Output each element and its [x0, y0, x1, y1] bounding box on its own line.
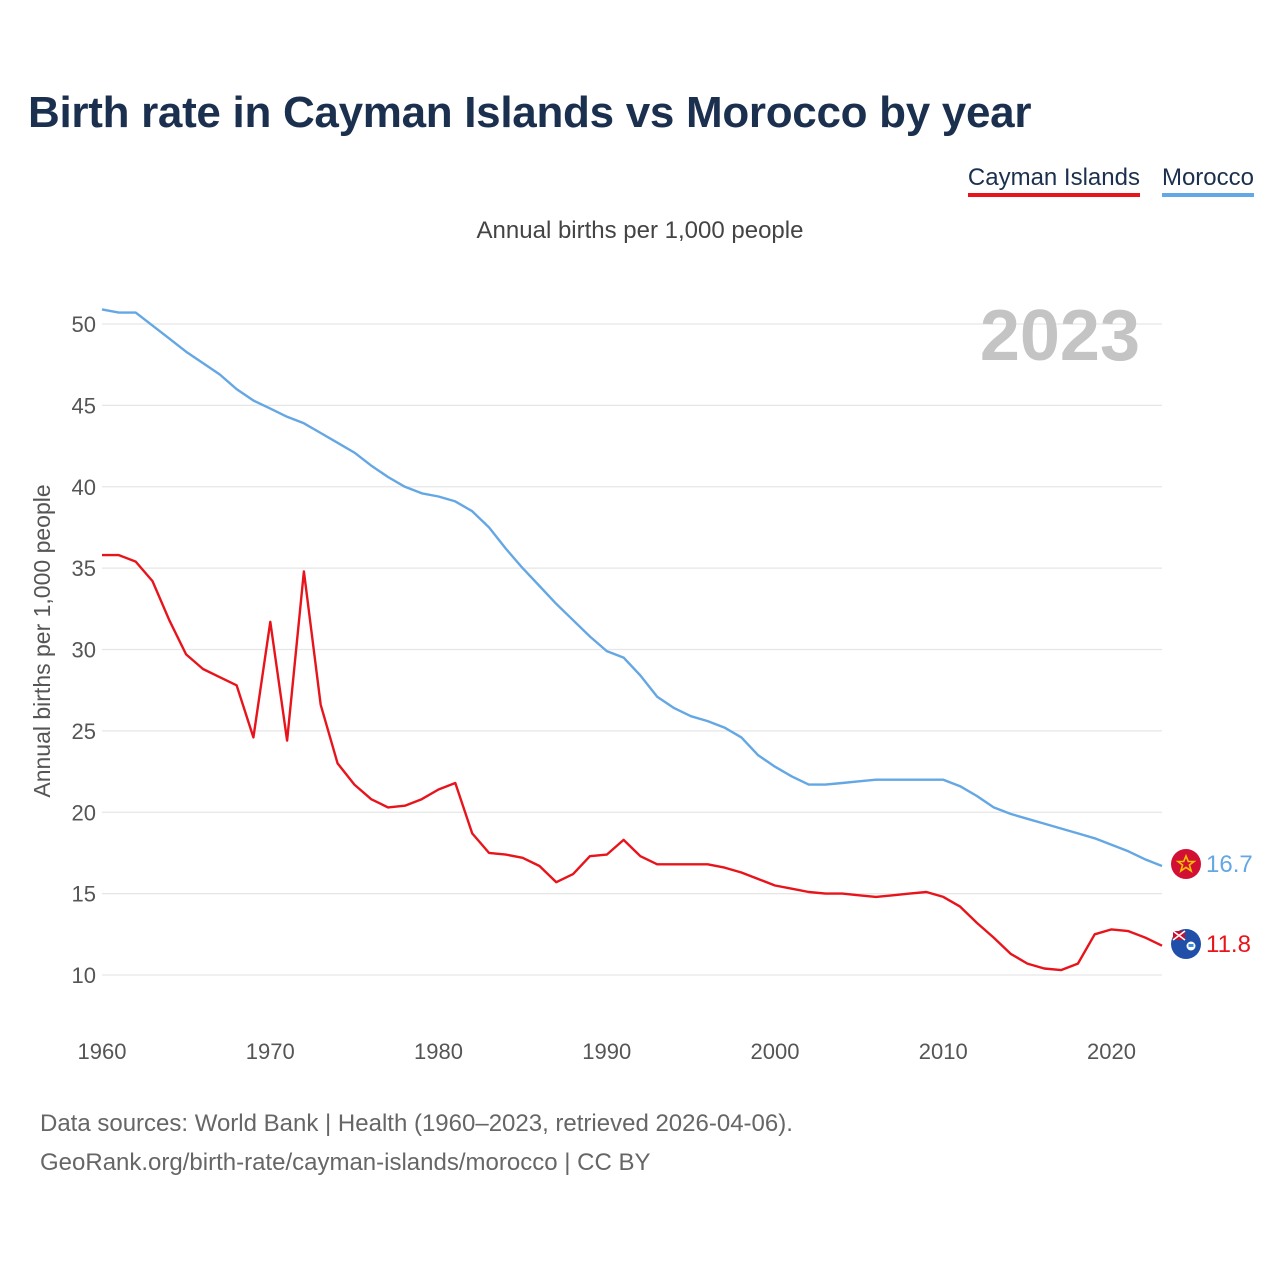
- footer: Data sources: World Bank | Health (1960–…: [40, 1104, 793, 1182]
- series-lines: [101, 308, 1163, 972]
- chart-title: Birth rate in Cayman Islands vs Morocco …: [28, 88, 1032, 137]
- x-tick-label-2000: 2000: [751, 1039, 800, 1064]
- x-tick-label-1980: 1980: [414, 1039, 463, 1064]
- source-url: GeoRank.org/birth-rate/cayman-islands/mo…: [40, 1149, 651, 1176]
- y-tick-label-10: 10: [72, 963, 96, 988]
- cayman-islands-flag-icon: [1171, 929, 1201, 959]
- chart-subtitle: Annual births per 1,000 people: [476, 217, 804, 244]
- legend-item-morocco[interactable]: Morocco: [1161, 164, 1254, 197]
- data-source-note: Data sources: World Bank | Health (1960–…: [40, 1110, 793, 1137]
- end-markers: [1171, 849, 1201, 959]
- x-tick-label-2010: 2010: [919, 1039, 968, 1064]
- x-tick-label-1970: 1970: [246, 1039, 295, 1064]
- y-tick-label-45: 45: [72, 393, 96, 418]
- series-line-morocco: [101, 308, 1163, 868]
- y-axis-label: Annual births per 1,000 people: [29, 484, 55, 797]
- y-tick-label-20: 20: [72, 800, 96, 825]
- x-tick-label-2020: 2020: [1087, 1039, 1136, 1064]
- legend: Cayman Islands Morocco: [967, 164, 1254, 197]
- y-tick-label-15: 15: [72, 882, 96, 907]
- morocco-end-value: 16.7: [1206, 851, 1253, 878]
- x-tick-label-1990: 1990: [582, 1039, 631, 1064]
- grid-lines: [102, 323, 1162, 976]
- y-tick-label-35: 35: [72, 556, 96, 581]
- y-tick-label-30: 30: [72, 638, 96, 663]
- year-overlay: 2023: [980, 296, 1140, 376]
- x-tick-label-1960: 1960: [78, 1039, 127, 1064]
- y-tick-label-40: 40: [72, 475, 96, 500]
- y-axis-ticks: 10 15 20 25 30 35 40 45 50: [72, 312, 96, 988]
- morocco-flag-icon: [1171, 849, 1201, 879]
- y-tick-label-25: 25: [72, 719, 96, 744]
- x-axis-ticks: 1960 1970 1980 1990 2000 2010 2020: [78, 1039, 1136, 1064]
- series-line-cayman-islands: [102, 553, 1163, 972]
- legend-item-cayman-islands[interactable]: Cayman Islands: [967, 164, 1140, 197]
- cayman-islands-end-value: 11.8: [1206, 931, 1251, 958]
- chart-area: 10 15 20 25 30 35 40 45 50 1960 1970 1980 1990 2000 2…: [29, 296, 1253, 1064]
- y-tick-label-50: 50: [72, 312, 96, 337]
